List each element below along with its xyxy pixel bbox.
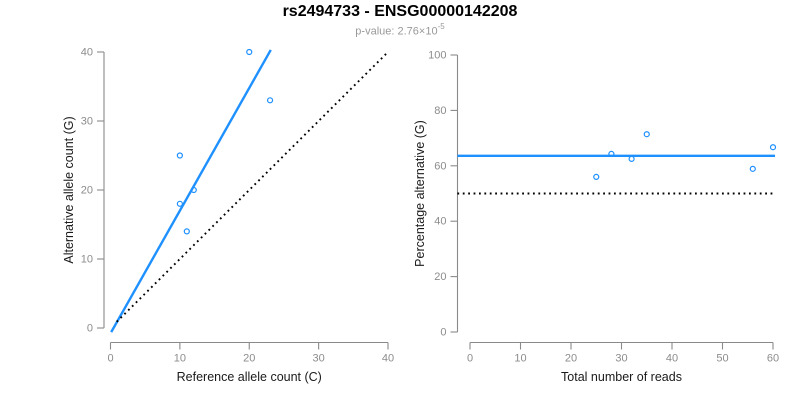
data-point bbox=[176, 200, 183, 207]
y-tick-label: 20 bbox=[434, 271, 446, 283]
x-tick-label: 40 bbox=[666, 353, 678, 365]
data-point bbox=[643, 131, 650, 138]
x-tick-label: 20 bbox=[243, 353, 255, 365]
x-tick-label: 30 bbox=[313, 353, 325, 365]
x-tick-label: 30 bbox=[615, 353, 627, 365]
data-point bbox=[769, 144, 777, 151]
x-tick-label: 50 bbox=[716, 353, 728, 365]
x-tick-label: 60 bbox=[767, 353, 779, 365]
y-tick-label: 20 bbox=[81, 185, 93, 197]
y-tick-label: 40 bbox=[81, 47, 93, 59]
y-tick-label: 0 bbox=[440, 327, 446, 339]
x-tick-label: 20 bbox=[565, 353, 577, 365]
data-point bbox=[183, 228, 190, 235]
x-tick-label: 10 bbox=[174, 353, 186, 365]
y-tick-label: 40 bbox=[434, 216, 446, 228]
pvalue-subtitle: p-value: 2.76×10-5 bbox=[0, 22, 800, 38]
y-axis-title: Alternative allele count (G) bbox=[62, 116, 76, 263]
data-point bbox=[749, 165, 756, 172]
figure-header: rs2494733 - ENSG00000142208 p-value: 2.7… bbox=[0, 3, 800, 38]
x-tick-label: 0 bbox=[107, 353, 113, 365]
x-tick-label: 40 bbox=[382, 353, 394, 365]
y-tick-label: 100 bbox=[428, 50, 446, 62]
figure-title: rs2494733 - ENSG00000142208 bbox=[282, 3, 518, 20]
pvalue-exponent: -5 bbox=[437, 22, 445, 31]
y-tick-label: 30 bbox=[81, 116, 93, 128]
pvalue-text: p-value: 2.76×10 bbox=[355, 25, 438, 38]
data-point bbox=[608, 150, 615, 157]
y-tick-label: 10 bbox=[81, 254, 93, 266]
data-point bbox=[176, 152, 183, 159]
y-tick-label: 80 bbox=[434, 105, 446, 117]
percentage-vs-reads-scatter: 0 20 40 60 80 100 0 10 20 30 40 50 60 Total number of… bbox=[413, 50, 779, 385]
data-point bbox=[266, 97, 274, 104]
data-point bbox=[628, 155, 635, 162]
x-axis-title: Total number of reads bbox=[561, 370, 682, 384]
y-tick-label: 60 bbox=[434, 160, 446, 172]
x-tick-label: 10 bbox=[514, 353, 526, 365]
x-tick-label: 0 bbox=[467, 353, 473, 365]
y-tick-label: 0 bbox=[87, 323, 93, 335]
data-point bbox=[593, 173, 600, 180]
identity-line bbox=[116, 52, 388, 323]
data-point bbox=[190, 186, 197, 194]
data-point bbox=[246, 48, 253, 56]
x-axis-title: Reference allele count (C) bbox=[177, 370, 322, 384]
y-axis-title: Percentage alternative (G) bbox=[413, 120, 427, 267]
allele-count-scatter: 0 10 20 30 40 0 10 20 30 40 Reference allele count… bbox=[62, 47, 394, 385]
